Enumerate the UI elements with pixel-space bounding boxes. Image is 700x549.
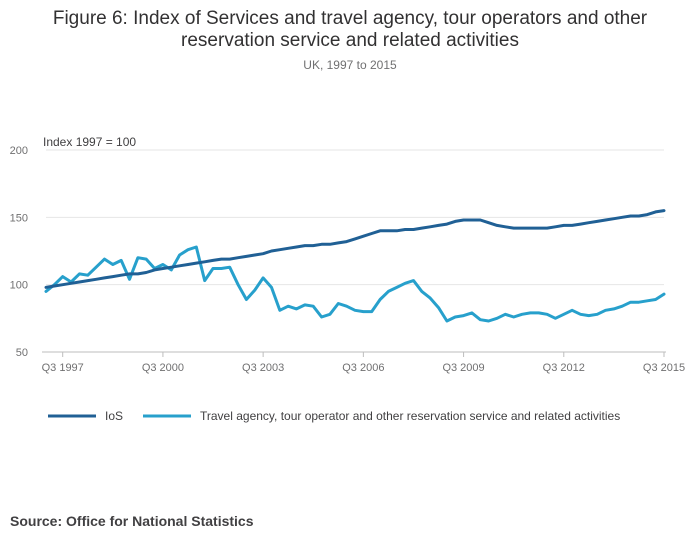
- y-tick-label: 50: [16, 347, 28, 359]
- x-tick-label: Q3 2006: [342, 362, 384, 374]
- x-tick-label: Q3 1997: [42, 362, 84, 374]
- x-tick-label: Q3 2009: [442, 362, 484, 374]
- ios-series-line: [44, 209, 666, 289]
- x-tick-label: Q3 2015: [643, 362, 685, 374]
- x-tick-label: Q3 2012: [543, 362, 585, 374]
- y-tick-label: 150: [10, 212, 28, 224]
- legend-label: Travel agency, tour operator and other r…: [200, 409, 620, 423]
- chart-title: Figure 6: Index of Services and travel a…: [52, 8, 648, 51]
- y-tick-label: 100: [10, 280, 28, 292]
- grid-lines: [46, 149, 664, 286]
- legend-label: IoS: [105, 409, 123, 423]
- y-tick-label: 200: [10, 145, 28, 157]
- y-axis-ticks: 50 100 150 200: [10, 145, 28, 359]
- x-tick-label: Q3 2000: [142, 362, 184, 374]
- series-lines: [44, 209, 666, 323]
- x-axis: Q3 1997 Q3 2000 Q3 2003 Q3 2006 Q3 2009 Q3 20…: [42, 351, 685, 374]
- y-axis-label: Index 1997 = 100: [43, 135, 136, 149]
- chart-subtitle: UK, 1997 to 2015: [303, 58, 397, 72]
- legend: IoS Travel agency, tour operator and othe…: [48, 409, 620, 423]
- x-tick-label: Q3 2003: [242, 362, 284, 374]
- travel-agency-series-line: [44, 245, 666, 323]
- source-note: Source: Office for National Statistics: [10, 513, 254, 529]
